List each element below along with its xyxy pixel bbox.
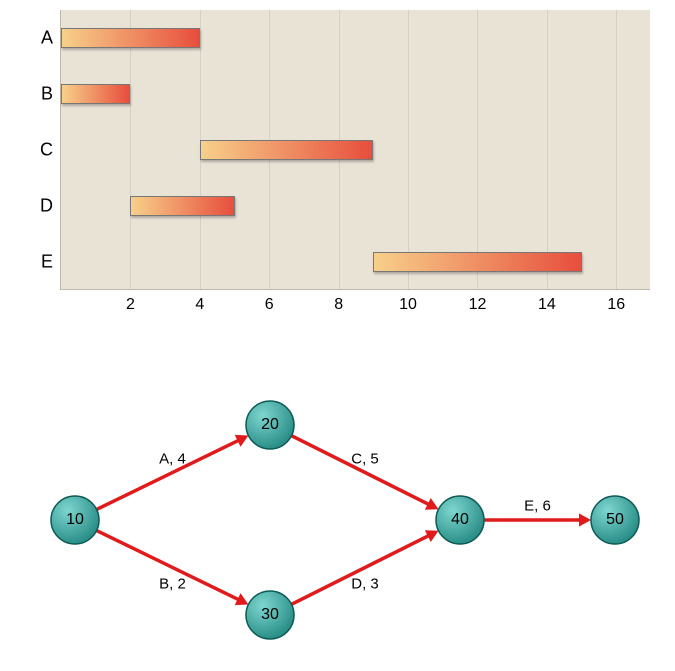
- gantt-bar: [130, 196, 234, 216]
- gantt-tick-label: 10: [399, 296, 417, 314]
- network-edge-label: C, 5: [351, 450, 379, 467]
- gantt-tick-label: 14: [538, 296, 556, 314]
- gantt-bar: [61, 84, 130, 104]
- gantt-row-label: B: [33, 84, 53, 105]
- network-node-label: 20: [246, 401, 294, 449]
- gantt-tick-label: 6: [265, 296, 274, 314]
- gantt-bar: [200, 140, 374, 160]
- gantt-bar: [61, 28, 200, 48]
- network-svg: [0, 360, 675, 660]
- gantt-gridline: [547, 10, 548, 289]
- gantt-gridline: [408, 10, 409, 289]
- network-edge: [291, 536, 427, 604]
- network-edge-label: B, 2: [159, 575, 186, 592]
- gantt-plot-area: 246810121416ABCDE: [60, 10, 650, 290]
- network-node-label: 30: [246, 591, 294, 639]
- gantt-row-label: E: [33, 252, 53, 273]
- gantt-tick-label: 4: [195, 296, 204, 314]
- gantt-row-label: C: [33, 140, 53, 161]
- network-edge-label: D, 3: [351, 575, 379, 592]
- gantt-tick-label: 12: [469, 296, 487, 314]
- network-edge-label: A, 4: [159, 450, 186, 467]
- gantt-tick-label: 16: [607, 296, 625, 314]
- gantt-tick-label: 2: [126, 296, 135, 314]
- network-node-label: 40: [436, 496, 484, 544]
- network-node-label: 50: [591, 496, 639, 544]
- gantt-bar: [373, 252, 581, 272]
- gantt-gridline: [477, 10, 478, 289]
- gantt-gridline: [130, 10, 131, 289]
- gantt-row-label: D: [33, 196, 53, 217]
- gantt-row-label: A: [33, 28, 53, 49]
- network-edge-arrow: [579, 513, 591, 526]
- network-diagram: A, 4 B, 2 C, 5 D, 3 E, 6 10 20 30 40 50: [0, 360, 675, 660]
- figure-wrap: 2 4 6 8 10 12 14 16 A B C D E A, 4 B, 2 C, 5 D, 3 E, 6 10…: [0, 0, 675, 671]
- network-edge-label: E, 6: [524, 498, 551, 515]
- gantt-gridline: [616, 10, 617, 289]
- gantt-tick-label: 8: [334, 296, 343, 314]
- gantt-chart: 2 4 6 8 10 12 14 16 A B C D E: [30, 10, 655, 330]
- network-node-label: 10: [51, 496, 99, 544]
- network-edge: [291, 436, 427, 504]
